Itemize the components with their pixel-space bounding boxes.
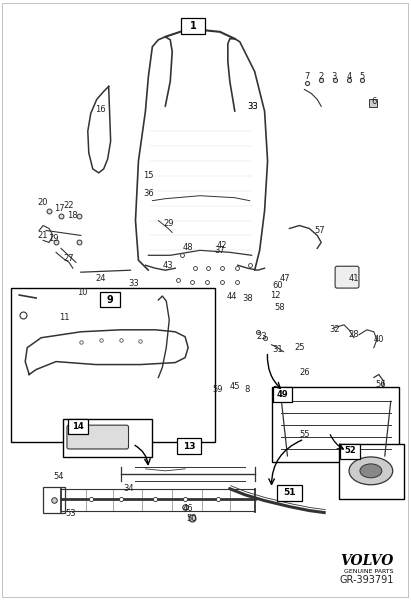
FancyBboxPatch shape	[272, 388, 292, 402]
Text: GR-393791: GR-393791	[339, 575, 394, 585]
Text: 15: 15	[143, 171, 154, 180]
Text: 19: 19	[48, 234, 58, 243]
Text: 42: 42	[217, 241, 227, 250]
Text: 4: 4	[346, 72, 352, 81]
Text: 58: 58	[274, 304, 285, 313]
Text: 21: 21	[38, 231, 48, 240]
Text: 48: 48	[183, 243, 194, 252]
Text: 31: 31	[272, 345, 283, 354]
Text: 52: 52	[344, 447, 356, 456]
FancyBboxPatch shape	[277, 485, 302, 501]
FancyBboxPatch shape	[68, 419, 88, 434]
Text: 53: 53	[66, 509, 76, 518]
Text: 47: 47	[279, 273, 290, 282]
Text: 22: 22	[64, 201, 74, 210]
Text: 11: 11	[59, 313, 69, 322]
Text: 45: 45	[230, 382, 240, 391]
FancyBboxPatch shape	[177, 438, 201, 454]
Text: 33: 33	[128, 279, 139, 288]
Text: 49: 49	[277, 390, 288, 399]
Ellipse shape	[349, 457, 393, 485]
Text: 23: 23	[256, 332, 267, 341]
Text: 40: 40	[374, 335, 384, 344]
Text: 27: 27	[64, 254, 74, 263]
Text: 54: 54	[54, 472, 64, 481]
Text: 20: 20	[38, 198, 48, 207]
Text: 38: 38	[242, 293, 253, 302]
Text: GENUINE PARTS: GENUINE PARTS	[344, 569, 394, 574]
Text: 6: 6	[371, 97, 376, 106]
FancyBboxPatch shape	[181, 18, 205, 34]
Text: 1: 1	[190, 21, 196, 31]
Text: 50: 50	[187, 514, 197, 523]
Text: 29: 29	[163, 219, 173, 228]
Text: 24: 24	[95, 273, 106, 282]
Text: 26: 26	[299, 368, 309, 377]
Text: 57: 57	[314, 226, 325, 235]
Text: 46: 46	[183, 504, 194, 513]
Text: 12: 12	[270, 290, 281, 299]
Text: 2: 2	[319, 72, 324, 81]
Text: 51: 51	[283, 488, 296, 497]
FancyBboxPatch shape	[340, 444, 360, 459]
Text: 32: 32	[329, 325, 339, 334]
Text: 16: 16	[95, 105, 106, 114]
Bar	[272, 388, 399, 462]
FancyBboxPatch shape	[335, 266, 359, 288]
Text: 13: 13	[183, 442, 195, 451]
Bar	[339, 444, 404, 499]
Text: 10: 10	[78, 287, 88, 296]
FancyBboxPatch shape	[100, 292, 120, 307]
Text: 5: 5	[359, 72, 365, 81]
Text: 44: 44	[226, 291, 237, 300]
Text: 3: 3	[331, 72, 337, 81]
Text: 18: 18	[67, 211, 78, 220]
Text: 14: 14	[72, 422, 84, 431]
FancyBboxPatch shape	[67, 425, 129, 449]
Text: 59: 59	[212, 385, 223, 394]
Bar	[63, 419, 152, 457]
Text: 34: 34	[123, 484, 134, 493]
Ellipse shape	[360, 464, 382, 478]
Text: 7: 7	[305, 72, 310, 81]
Text: 25: 25	[294, 343, 305, 352]
Text: 33: 33	[247, 102, 258, 111]
Text: 8: 8	[244, 385, 249, 394]
Text: 43: 43	[163, 261, 173, 270]
Text: 36: 36	[143, 189, 154, 198]
Text: 55: 55	[299, 430, 309, 439]
Text: 56: 56	[376, 380, 386, 389]
Text: 60: 60	[272, 281, 283, 290]
Bar	[12, 288, 215, 442]
Text: 28: 28	[349, 331, 359, 340]
Text: 37: 37	[215, 246, 225, 255]
Text: VOLVO: VOLVO	[340, 554, 394, 568]
Text: 9: 9	[106, 295, 113, 305]
Bar	[43, 487, 65, 513]
Text: 41: 41	[349, 273, 359, 282]
Text: 17: 17	[54, 204, 64, 213]
Bar	[369, 99, 377, 108]
Text: 33: 33	[247, 102, 258, 111]
